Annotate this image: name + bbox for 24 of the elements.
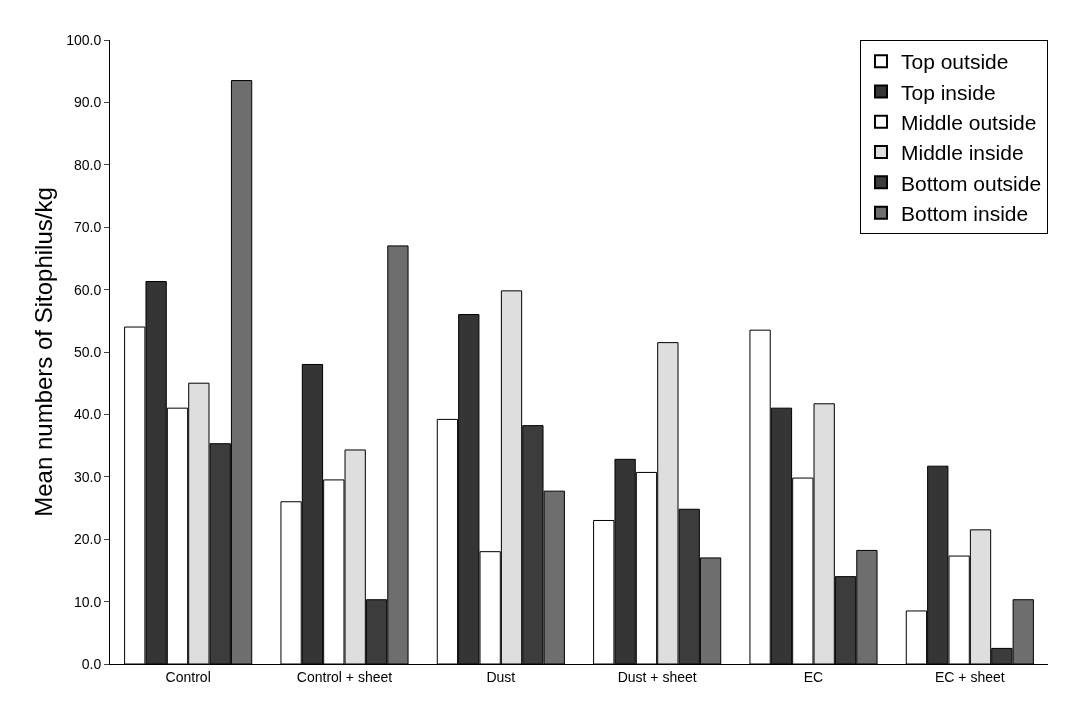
y-tick-label: 20.0 — [73, 531, 102, 548]
legend-label: Middle inside — [901, 141, 1024, 165]
y-tick-label: 30.0 — [73, 468, 102, 485]
y-tick-label: 70.0 — [73, 219, 102, 236]
x-tick-label: Dust — [486, 668, 516, 685]
x-tick-label: Control + sheet — [296, 668, 393, 685]
y-tick-label: 50.0 — [73, 343, 102, 360]
legend-label: Middle outside — [901, 110, 1037, 134]
y-axis-title: Mean numbers of Sitophilus/kg — [30, 187, 57, 517]
x-tick-label: Dust + sheet — [617, 668, 697, 685]
x-tick-label: EC + sheet — [935, 668, 1005, 685]
y-tick-label: 0.0 — [81, 655, 102, 672]
y-tick-label: 80.0 — [73, 156, 102, 173]
y-tick-label: 60.0 — [73, 281, 102, 298]
y-tick-label: 100.0 — [66, 31, 102, 48]
y-tick-label: 40.0 — [73, 406, 102, 423]
y-tick-label: 10.0 — [73, 593, 102, 610]
legend-label: Bottom inside — [901, 201, 1029, 225]
x-tick-label: EC — [803, 668, 824, 685]
legend-label: Top outside — [901, 50, 1009, 74]
x-tick-label: Control — [165, 668, 211, 685]
legend-label: Bottom outside — [901, 171, 1042, 195]
y-tick-label: 90.0 — [73, 94, 102, 111]
legend-label: Top inside — [901, 80, 996, 104]
